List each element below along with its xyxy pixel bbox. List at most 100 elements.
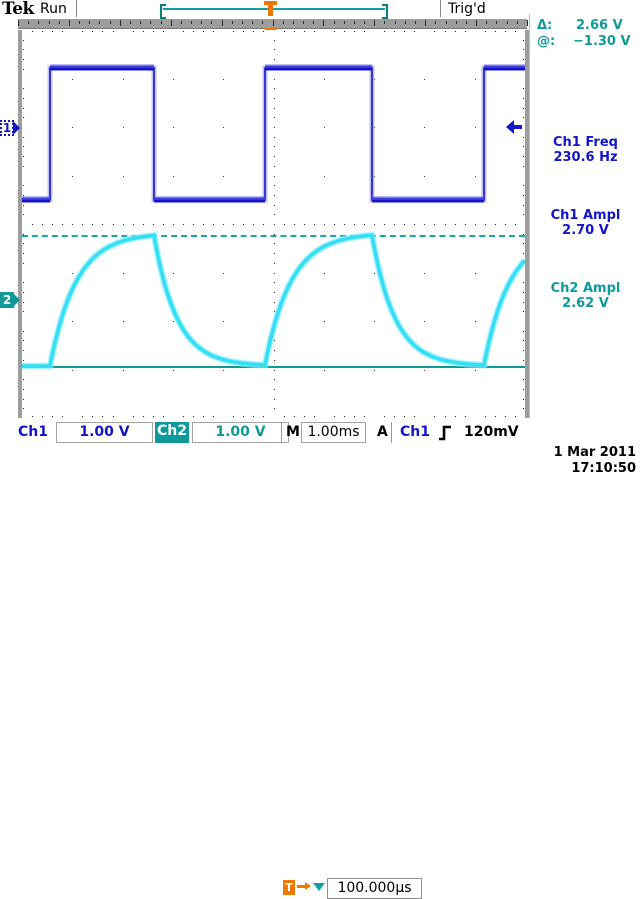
graticule-dot — [193, 224, 194, 225]
graticule-dot — [294, 31, 295, 32]
graticule-dot — [523, 117, 524, 118]
graticule-dot — [404, 31, 405, 32]
measurement-label: Ch1 Freq — [553, 135, 618, 150]
acquisition-state-label: Run — [40, 1, 67, 17]
graticule-dot — [153, 416, 154, 417]
ruler-minor-tick — [384, 21, 385, 24]
bracket-right — [382, 4, 388, 19]
cursor-delta-label: Δ: — [537, 18, 553, 33]
record-length-bracket — [160, 4, 388, 19]
graticule-dot — [274, 340, 275, 341]
graticule-dot — [344, 416, 345, 417]
timebase-prefix: M — [286, 424, 300, 440]
ruler-minor-tick — [99, 21, 100, 24]
graticule-dot — [274, 146, 275, 147]
graticule-dot — [23, 243, 24, 244]
ruler-minor-tick — [435, 21, 436, 24]
position-triangle-icon — [313, 883, 325, 891]
graticule-dot — [414, 224, 415, 225]
graticule-dot — [52, 31, 53, 32]
trigger-source[interactable]: Ch1 — [400, 424, 430, 440]
trigger-level-arrow-icon[interactable] — [506, 120, 522, 134]
ch1-marker-tip — [13, 121, 20, 135]
ruler-minor-tick — [242, 21, 243, 24]
graticule-dot — [274, 137, 275, 138]
ruler-minor-tick — [466, 21, 467, 24]
graticule-dot — [72, 273, 73, 274]
graticule-dot — [485, 31, 486, 32]
waveform-plot-area[interactable] — [22, 30, 525, 418]
timebase-value[interactable]: 1.00ms — [301, 422, 366, 443]
graticule-dot — [274, 302, 275, 303]
horizontal-position-value[interactable]: 100.000µs — [327, 878, 422, 899]
ch2-label[interactable]: Ch2 — [155, 422, 189, 443]
ch1-label[interactable]: Ch1 — [18, 424, 48, 440]
ruler-minor-tick — [79, 21, 80, 24]
ch1-vertical-scale[interactable]: 1.00 V — [56, 422, 153, 443]
graticule-dot — [193, 31, 194, 32]
graticule-dot — [163, 224, 164, 225]
graticule-dot — [253, 224, 254, 225]
graticule-dot — [274, 253, 275, 254]
graticule-dot — [263, 224, 264, 225]
graticule-dot — [113, 224, 114, 225]
graticule-dot — [475, 127, 476, 128]
measurement-ch2-ampl[interactable]: Ch2 Ampl 2.62 V — [531, 281, 640, 311]
graticule-dot — [465, 31, 466, 32]
graticule-dot — [123, 273, 124, 274]
graticule-dot — [455, 416, 456, 417]
graticule-dot — [523, 195, 524, 196]
graticule-dot — [523, 137, 524, 138]
measurement-ch1-freq[interactable]: Ch1 Freq 230.6 Hz — [531, 135, 640, 165]
graticule-dot — [23, 389, 24, 390]
graticule-dot — [274, 40, 275, 41]
trigger-position-T-icon[interactable] — [264, 1, 277, 16]
graticule-dot — [23, 350, 24, 351]
graticule-dot — [523, 253, 524, 254]
graticule-dot — [523, 205, 524, 206]
measurement-ch1-ampl[interactable]: Ch1 Ampl 2.70 V — [531, 208, 640, 238]
graticule-dot — [173, 127, 174, 128]
graticule-dot — [72, 321, 73, 322]
graticule-dot — [523, 243, 524, 244]
graticule-dot — [23, 282, 24, 283]
ch2-vertical-scale[interactable]: 1.00 V — [192, 422, 289, 443]
ruler-major-tick — [374, 20, 375, 26]
trigger-status-label: Trig'd — [448, 1, 486, 17]
ruler-minor-tick — [232, 21, 233, 24]
rising-edge-icon[interactable] — [438, 424, 453, 441]
graticule-dot — [523, 146, 524, 147]
graticule-dot — [523, 88, 524, 89]
ch1-ground-marker[interactable]: 1 — [0, 120, 20, 136]
graticule-dot — [233, 224, 234, 225]
graticule-dot — [23, 137, 24, 138]
ch2-ground-reference-line[interactable] — [22, 366, 525, 368]
graticule-dot — [23, 108, 24, 109]
graticule-dot — [523, 49, 524, 50]
graticule-dot — [23, 166, 24, 167]
graticule-dot — [414, 416, 415, 417]
graticule-dot — [72, 370, 73, 371]
graticule-dot — [243, 31, 244, 32]
graticule-dot — [384, 31, 385, 32]
cursor-dashed-line[interactable] — [22, 235, 525, 237]
ch1-trace — [22, 64, 525, 203]
graticule-dot — [314, 31, 315, 32]
cursor-delta-value: 2.66 V — [576, 18, 623, 33]
measurement-value: 2.62 V — [562, 296, 609, 311]
ruler-minor-tick — [38, 21, 39, 24]
graticule-dot — [424, 224, 425, 225]
graticule-dot — [394, 31, 395, 32]
ch2-ground-marker[interactable]: 2 — [0, 292, 20, 308]
graticule-dot — [495, 416, 496, 417]
graticule-dot — [23, 311, 24, 312]
graticule-dot — [374, 370, 375, 371]
graticule-dot — [173, 224, 174, 225]
graticule-dot — [223, 79, 224, 80]
graticule-dot — [203, 31, 204, 32]
graticule-dot — [434, 416, 435, 417]
graticule-dot — [123, 176, 124, 177]
graticule-dot — [223, 127, 224, 128]
trigger-level[interactable]: 120mV — [464, 424, 519, 440]
graticule-dot — [82, 224, 83, 225]
